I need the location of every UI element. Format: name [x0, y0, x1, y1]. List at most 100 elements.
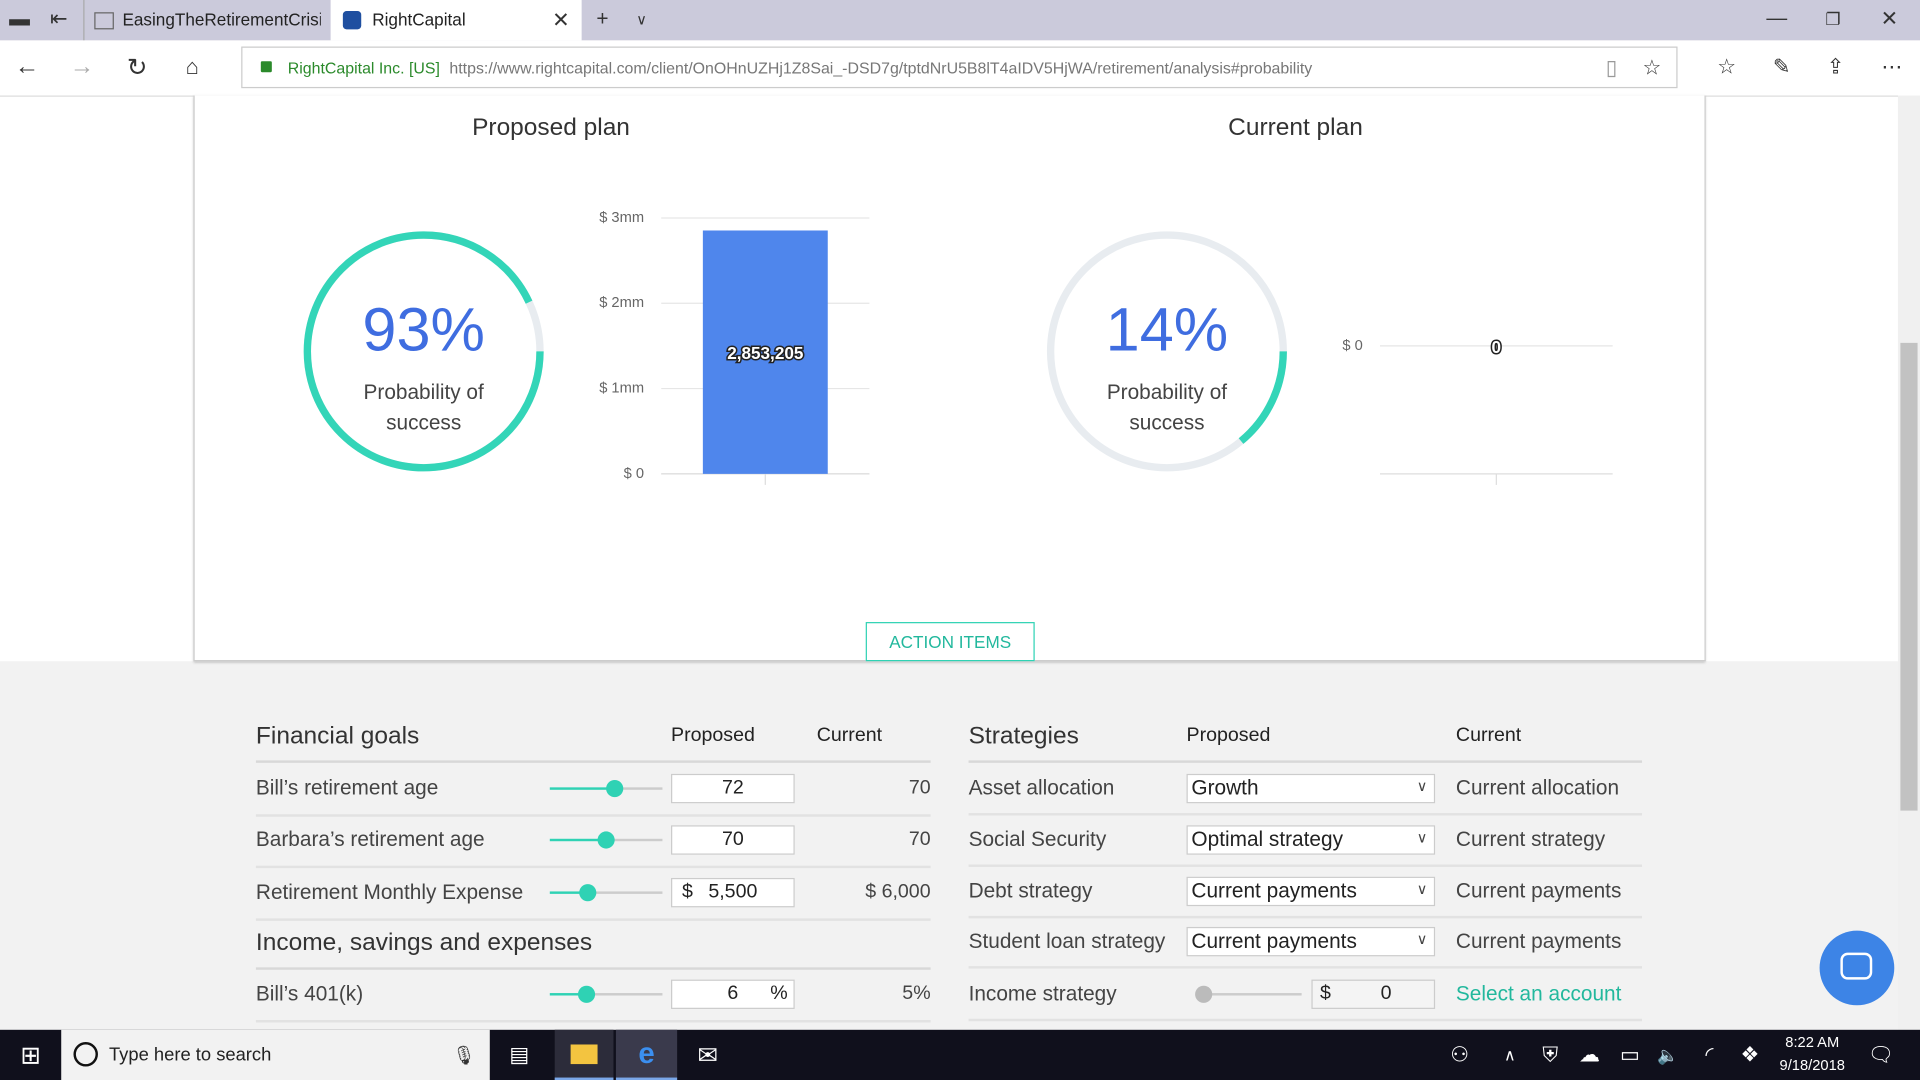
wifi[interactable]: ◜ — [1705, 1043, 1714, 1067]
dropdown-value: Optimal strategy — [1191, 827, 1343, 852]
search-box[interactable]: Type here to search 🎙 — [61, 1029, 490, 1080]
tab-title: RightCapital — [372, 9, 466, 30]
text-input[interactable] — [1311, 979, 1436, 1009]
slider-track[interactable] — [1203, 993, 1302, 996]
section-title: Strategies — [968, 722, 1079, 750]
text-input[interactable] — [671, 825, 795, 855]
plan-title: Current plan — [1228, 114, 1363, 141]
input-value: 5,500 — [708, 881, 758, 903]
clock-date[interactable]: 9/18/2018 — [1779, 1056, 1845, 1074]
row-label: Bill’s 401(k) — [255, 982, 364, 1006]
slider-knob[interactable] — [606, 780, 624, 798]
row-rule — [255, 814, 931, 817]
onedrive[interactable]: ☁ — [1578, 1043, 1600, 1067]
site-identity: RightCapital Inc. [US] — [287, 58, 440, 78]
gauge-arc — [1046, 231, 1287, 472]
input-value: 6 — [727, 983, 739, 1005]
start[interactable]: ⊞ — [20, 1042, 41, 1070]
battery[interactable]: ▭ — [1619, 1043, 1640, 1067]
more[interactable]: ⋯ — [1881, 55, 1903, 79]
file-explorer[interactable] — [554, 1029, 614, 1080]
volume[interactable]: 🔈 — [1657, 1045, 1679, 1065]
chat-button[interactable] — [1819, 930, 1895, 1006]
defender[interactable]: ⛨ — [1542, 1043, 1559, 1067]
text-input[interactable] — [671, 979, 795, 1009]
slider-knob[interactable] — [597, 831, 615, 849]
people[interactable]: ⚇ — [1450, 1043, 1469, 1067]
current-value: Current allocation — [1455, 776, 1620, 800]
dropbox[interactable]: ❖ — [1740, 1043, 1760, 1067]
search-placeholder: Type here to search — [108, 1044, 272, 1066]
select-account-link[interactable]: Select an account — [1455, 982, 1622, 1006]
dropdown[interactable] — [1186, 825, 1436, 855]
row-rule — [255, 865, 931, 869]
y-tick-label: $ 0 — [1342, 338, 1362, 354]
favorite[interactable]: ☆ — [1642, 56, 1662, 80]
slider-track[interactable] — [549, 891, 663, 894]
action-items-button[interactable]: ACTION ITEMS — [865, 622, 1035, 662]
close-tab[interactable]: ✕ — [552, 8, 570, 32]
plan-title: Proposed plan — [472, 114, 630, 141]
cortana-icon — [73, 1042, 98, 1067]
scroll-thumb[interactable] — [1900, 342, 1918, 811]
restore[interactable]: ❐ — [1825, 9, 1841, 29]
row-rule — [968, 966, 1643, 969]
minimize[interactable]: — — [1766, 6, 1788, 30]
dropdown[interactable] — [1186, 773, 1436, 804]
back[interactable]: ← — [14, 53, 40, 81]
close-window[interactable]: ✕ — [1880, 7, 1899, 31]
dropdown-arrow: ∨ — [1416, 777, 1428, 795]
row-rule — [255, 918, 931, 921]
edge-icon: e — [638, 1037, 655, 1071]
edge[interactable]: e — [615, 1029, 678, 1080]
slider-knob[interactable] — [577, 985, 596, 1003]
slider-knob[interactable] — [1195, 985, 1213, 1003]
row-label: Debt strategy — [968, 879, 1093, 903]
row-label: Social Security — [968, 827, 1107, 852]
tab-icon — [94, 12, 114, 30]
dropdown-value: Current payments — [1191, 929, 1357, 953]
row-rule — [255, 1020, 931, 1023]
section-subtitle: Income, savings and expenses — [255, 929, 593, 957]
clock-time[interactable]: 8:22 AM — [1785, 1033, 1840, 1051]
notes[interactable]: ✎ — [1772, 55, 1791, 79]
mail[interactable]: ✉ — [697, 1042, 719, 1070]
refresh[interactable]: ↻ — [126, 54, 148, 82]
forward[interactable]: → — [69, 53, 95, 81]
lock-icon — [260, 61, 272, 73]
url: https://www.rightcapital.com/client/OnOH… — [449, 58, 1313, 78]
task-view[interactable]: ▤ — [509, 1043, 530, 1067]
reading-view[interactable]: ▯ — [1605, 56, 1618, 80]
home[interactable]: ⌂ — [185, 54, 199, 79]
action-center[interactable]: 🗨 — [1867, 1043, 1895, 1067]
slider-track[interactable] — [549, 993, 663, 996]
header-rule — [968, 760, 1643, 763]
current-value: 5% — [902, 983, 931, 1005]
tray-chevron[interactable]: ∧ — [1503, 1045, 1516, 1065]
tab-actions[interactable]: ▬ — [9, 7, 31, 31]
input-prefix: $ — [1320, 983, 1331, 1005]
row-label: Retirement Monthly Expense — [255, 880, 524, 904]
active-tab[interactable]: RightCapital ✕ — [330, 0, 582, 41]
row-rule — [968, 1018, 1643, 1022]
dropdown-arrow: ∨ — [1416, 828, 1428, 847]
probability-caption: Probability of success — [364, 381, 484, 435]
text-input[interactable] — [671, 877, 795, 908]
favorites-hub[interactable]: ☆ — [1717, 55, 1736, 79]
row-label: Income strategy — [968, 982, 1117, 1006]
slider-knob[interactable] — [579, 884, 597, 902]
new-tab[interactable]: + — [596, 7, 609, 31]
dropdown[interactable] — [1186, 876, 1436, 907]
tab-list[interactable]: ∨ — [636, 11, 648, 29]
address-box[interactable]: RightCapital Inc. [US] https://www.right… — [241, 46, 1678, 89]
tab[interactable]: EasingTheRetirementCrisisN — [83, 0, 332, 41]
current-value: 70 — [908, 828, 931, 850]
dropdown[interactable] — [1186, 926, 1436, 957]
microphone[interactable]: 🎙 — [452, 1045, 476, 1067]
share[interactable]: ⇪ — [1826, 55, 1845, 79]
set-aside-tabs[interactable]: ⇤ — [50, 7, 68, 31]
column-header: Current — [1455, 724, 1522, 746]
text-input[interactable] — [671, 773, 795, 804]
